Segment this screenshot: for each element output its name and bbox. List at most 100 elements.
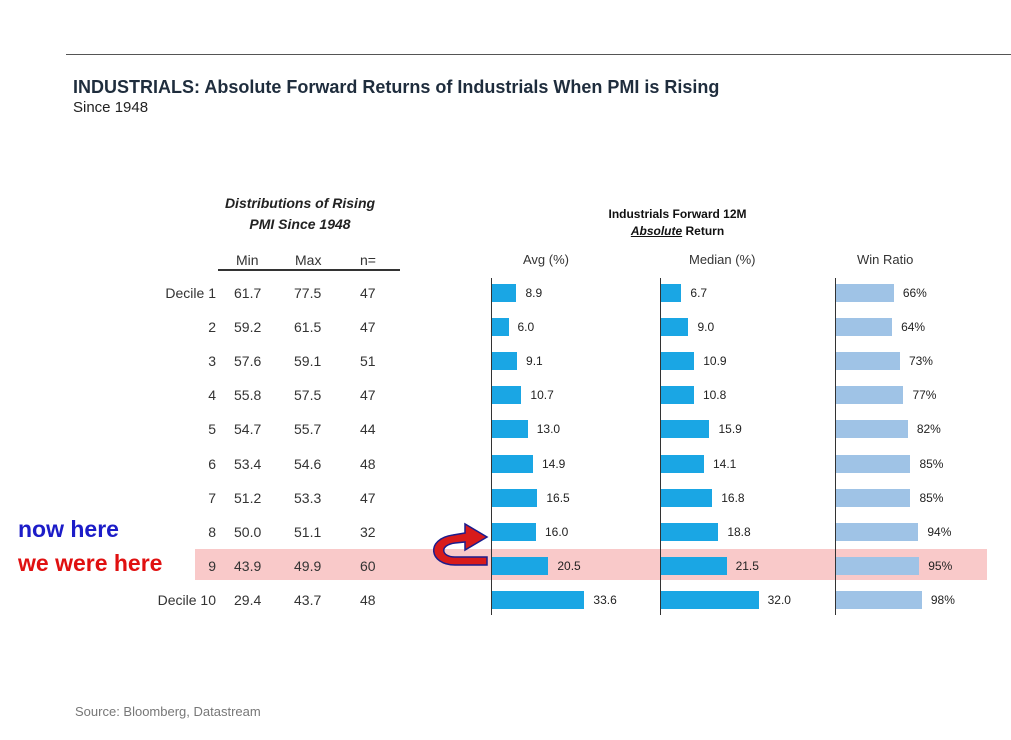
row-label: Decile 1 [165,285,216,301]
bar-win-ratio [836,386,904,405]
cell-max: 77.5 [294,285,322,301]
cell-min: 53.4 [234,455,262,472]
bar-win-ratio [836,488,911,507]
bar-value-label: 82% [916,422,941,437]
forward-return-header: Industrials Forward 12M Absolute Return [560,206,795,240]
bar-value-label: 9.0 [697,320,715,335]
bar-win-ratio [836,454,911,473]
bar-value-label: 95% [928,558,953,573]
cell-n: 47 [360,285,376,301]
row-label: 5 [208,421,216,438]
top-rule [66,54,1011,55]
bar-value-label: 16.0 [545,524,569,539]
bar-value-label: 6.7 [690,286,708,300]
bar-value-label: 64% [901,320,926,335]
bar-avg [492,454,533,473]
cell-min: 43.9 [234,557,262,574]
col-header-avg: Avg (%) [523,252,569,267]
bar-value-label: 98% [930,592,955,607]
avg-axis [491,278,492,615]
cell-n: 48 [360,591,376,608]
bar-win-ratio [836,318,893,337]
bar-median [661,522,719,541]
bar-value-label: 20.5 [557,558,581,573]
cell-max: 59.1 [294,353,322,370]
row-label: 4 [208,387,216,404]
bar-value-label: 16.8 [721,490,745,505]
row-label: 9 [208,557,216,574]
bar-value-label: 16.5 [546,490,570,505]
bar-value-label: 13.0 [536,422,561,437]
row-label: 7 [208,489,216,506]
bar-median [661,420,710,439]
bar-value-label: 32.0 [767,592,791,607]
bar-median [661,454,704,473]
bar-win-ratio [836,284,894,302]
bar-value-label: 10.8 [702,388,727,403]
bar-value-label: 18.8 [727,524,751,539]
bar-value-label: 94% [927,524,952,539]
win-ratio-axis [835,278,836,615]
bar-median [661,488,713,507]
cell-min: 57.6 [234,353,262,370]
cell-n: 47 [360,387,376,404]
row-label: 2 [208,319,216,336]
bar-value-label: 15.9 [718,422,742,437]
distribution-header-line1: Distributions of Rising [224,195,376,211]
cell-n: 32 [360,523,376,540]
bar-value-label: 85% [919,456,944,471]
bar-avg [492,556,549,575]
bar-avg [492,284,517,302]
bar-value-label: 21.5 [735,558,759,573]
bar-avg [492,420,528,439]
bar-avg [492,590,585,609]
bar-value-label: 8.9 [525,286,543,300]
row-label: 8 [208,523,216,540]
cell-max: 55.7 [294,421,322,438]
now-here-annotation: now here [18,516,119,542]
median-axis [660,278,661,615]
bar-avg [492,318,509,337]
cell-n: 51 [360,353,376,370]
bar-median [661,386,694,405]
col-header-median: Median (%) [689,252,756,267]
bar-median [661,318,689,337]
cell-min: 51.2 [234,489,262,506]
bar-value-label: 14.9 [541,456,566,471]
bar-median [661,556,727,575]
bar-win-ratio [836,352,900,371]
forward-header-line1: Industrials Forward 12M [608,207,747,221]
bar-value-label: 10.9 [703,354,727,369]
cell-min: 50.0 [234,523,262,540]
bar-avg [492,522,536,541]
forward-header-rest: Return [682,224,725,238]
were-here-annotation: we were here [18,550,163,576]
distribution-header-line2: PMI Since 1948 [249,216,351,232]
bar-median [661,352,695,371]
cell-min: 61.7 [234,285,262,301]
cell-max: 61.5 [294,319,322,336]
bar-avg [492,488,538,507]
cell-max: 51.1 [294,523,322,540]
bar-value-label: 9.1 [526,354,543,369]
bar-value-label: 66% [902,286,927,300]
cell-min: 55.8 [234,387,262,404]
cell-min: 59.2 [234,319,262,336]
curved-arrow-icon [433,522,489,566]
bar-win-ratio [836,420,908,439]
row-label: 6 [208,455,216,472]
bar-value-label: 14.1 [713,456,737,471]
row-label: 3 [208,353,216,370]
col-header-win-ratio: Win Ratio [857,252,914,267]
bar-value-label: 73% [908,354,933,369]
forward-header-line2: Absolute Return [560,223,795,240]
bar-value-label: 85% [919,490,944,505]
arrow-shape [433,522,489,566]
row-label: Decile 10 [157,591,216,608]
source-note: Source: Bloomberg, Datastream [75,704,261,719]
header-underline [218,269,400,271]
cell-n: 47 [360,489,376,506]
cell-n: 47 [360,319,376,336]
cell-max: 43.7 [294,591,322,608]
col-header-max: Max [295,252,322,268]
